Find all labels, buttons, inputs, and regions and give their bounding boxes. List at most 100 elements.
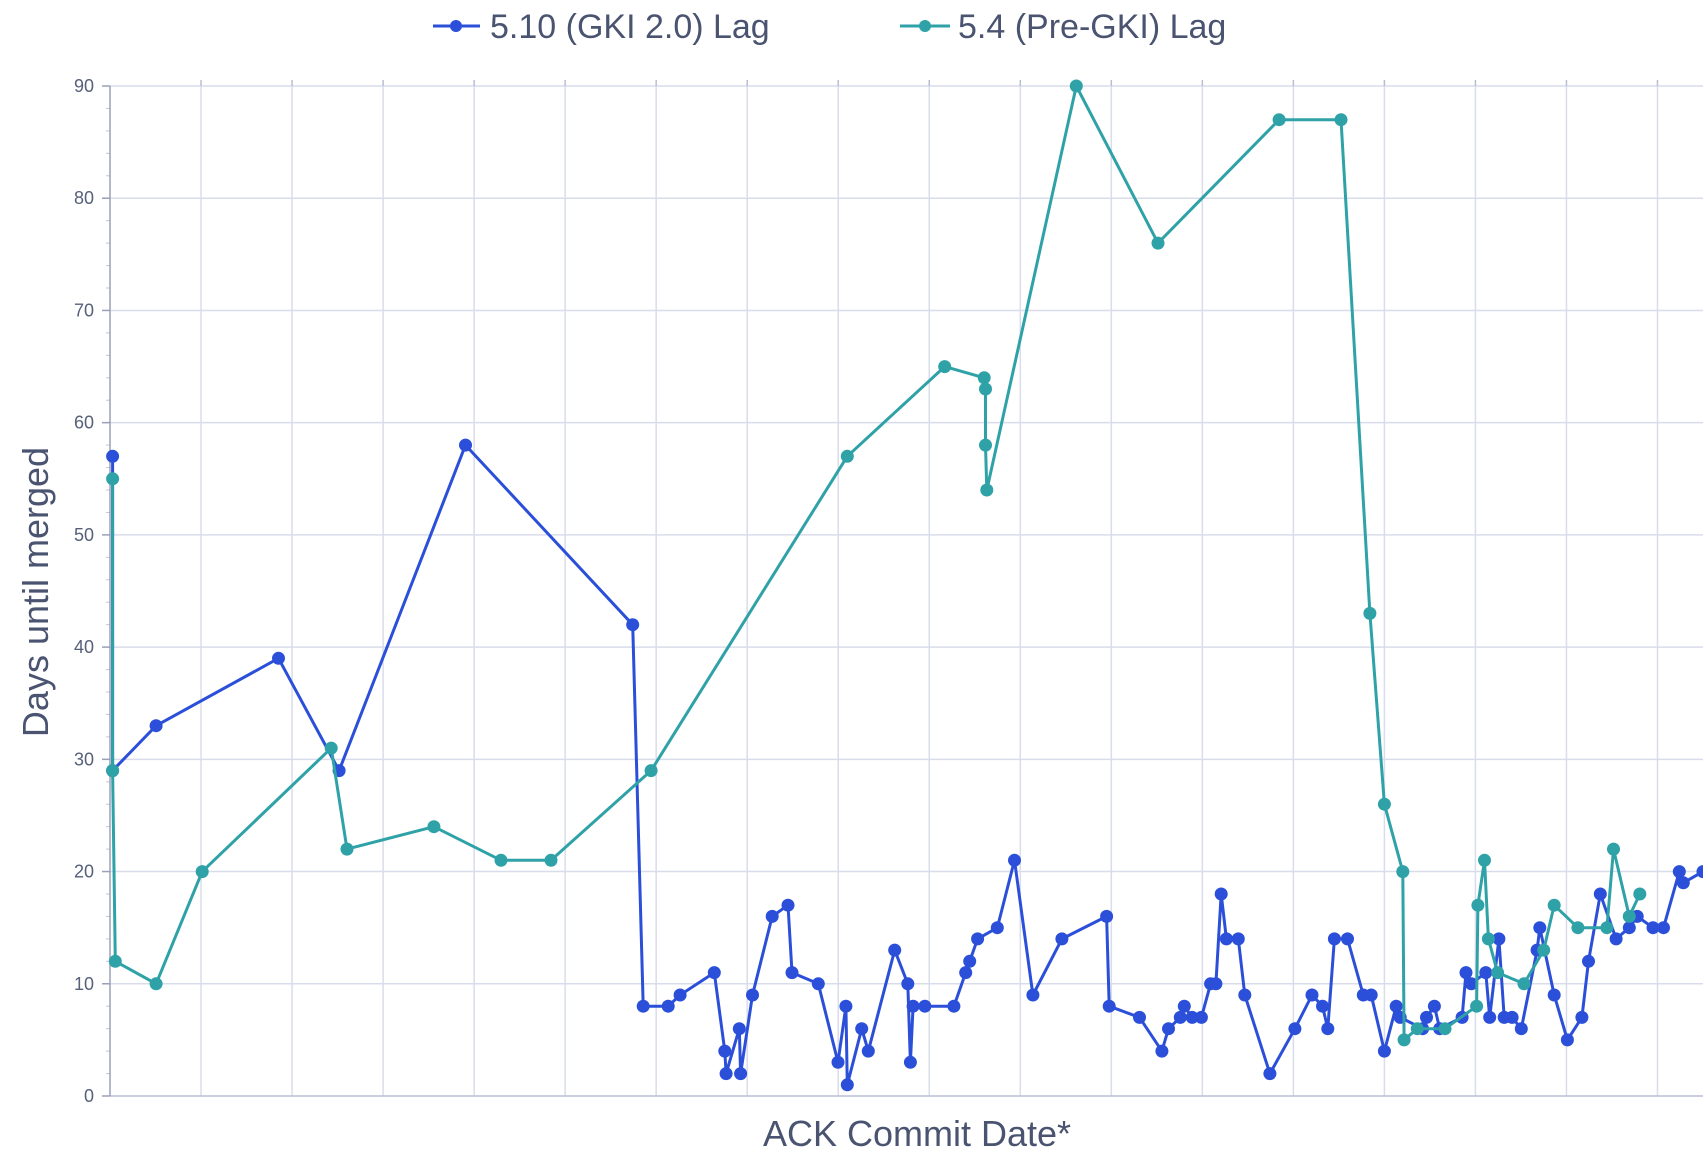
- data-point: [195, 865, 209, 879]
- data-point: [1582, 954, 1595, 968]
- series-line: [111, 84, 1642, 1042]
- data-point: [1492, 932, 1506, 946]
- data-point: [626, 618, 640, 632]
- data-point: [1055, 932, 1069, 946]
- data-point: [1100, 909, 1114, 923]
- data-point: [1609, 932, 1623, 946]
- axes: 0 10 20 30 40 50 60 70 80 90: [74, 76, 1659, 1106]
- data-point: [1155, 1044, 1169, 1058]
- data-point: [903, 1055, 917, 1069]
- data-point: [644, 764, 658, 778]
- data-point: [947, 999, 961, 1013]
- data-point: [732, 1022, 746, 1036]
- data-point: [1464, 977, 1478, 991]
- data-point: [1483, 1010, 1497, 1024]
- data-point: [106, 472, 120, 486]
- data-point: [781, 898, 795, 912]
- data-point: [1177, 999, 1191, 1013]
- data-point: [661, 999, 675, 1013]
- data-point: [918, 999, 932, 1013]
- data-point: [324, 741, 338, 755]
- data-point: [1547, 988, 1561, 1002]
- data-point: [1162, 1022, 1175, 1036]
- data-point: [718, 1044, 732, 1058]
- data-point: [1514, 1022, 1528, 1036]
- data-point: [1478, 853, 1491, 867]
- data-point: [1008, 853, 1021, 867]
- data-point: [1560, 1033, 1574, 1047]
- data-point: [959, 966, 973, 980]
- data-point: [1263, 1067, 1277, 1081]
- data-point: [1173, 1010, 1187, 1024]
- data-point: [1459, 966, 1473, 980]
- data-point: [1133, 1010, 1146, 1024]
- data-point: [1517, 977, 1531, 991]
- data-point: [272, 651, 285, 665]
- data-point: [340, 842, 354, 856]
- data-point: [1547, 898, 1561, 912]
- data-point: [746, 988, 759, 1002]
- data-point: [1377, 1044, 1391, 1058]
- data-point: [108, 954, 122, 968]
- data-point: [1288, 1022, 1302, 1036]
- data-point: [106, 449, 120, 463]
- x-axis-title: ACK Commit Date*: [763, 1113, 1071, 1153]
- data-point: [1396, 865, 1410, 879]
- data-point: [719, 1067, 733, 1081]
- y-tick-label: 70: [74, 300, 94, 320]
- data-point: [1505, 1010, 1519, 1024]
- data-point: [1389, 999, 1403, 1013]
- data-point: [1575, 1010, 1589, 1024]
- data-point: [106, 764, 120, 778]
- data-point: [906, 999, 920, 1013]
- data-point: [861, 1044, 875, 1058]
- data-point: [1334, 113, 1348, 127]
- data-point: [963, 954, 977, 968]
- data-point: [494, 853, 508, 867]
- data-point: [785, 966, 799, 980]
- data-point: [765, 909, 779, 923]
- data-point: [1657, 921, 1670, 935]
- grid: [110, 85, 1703, 1097]
- legend-marker-dot: [450, 20, 462, 32]
- data-point: [840, 449, 854, 463]
- data-point: [938, 360, 952, 374]
- data-point: [544, 853, 558, 867]
- data-point: [1571, 921, 1585, 935]
- data-point: [1593, 887, 1607, 901]
- data-point: [1696, 865, 1703, 879]
- data-point: [1341, 932, 1354, 946]
- series: [106, 79, 1703, 1092]
- y-tick-label: 80: [74, 188, 94, 208]
- data-point: [1646, 921, 1660, 935]
- data-point: [1363, 606, 1377, 620]
- legend-marker-dot: [919, 20, 931, 32]
- data-point: [1231, 932, 1245, 946]
- y-tick-label: 60: [74, 413, 94, 433]
- data-point: [1209, 977, 1223, 991]
- data-point: [1470, 999, 1484, 1013]
- data-point: [979, 382, 992, 396]
- data-point: [979, 438, 992, 452]
- data-point: [1026, 988, 1040, 1002]
- series-group: [106, 438, 1703, 1092]
- data-point: [1377, 797, 1391, 811]
- data-point: [1607, 842, 1620, 856]
- data-point: [1272, 113, 1286, 127]
- data-point: [1069, 79, 1083, 93]
- data-point: [707, 966, 721, 980]
- data-point: [1305, 988, 1319, 1002]
- data-point: [1397, 1033, 1411, 1047]
- data-point: [1420, 1010, 1433, 1024]
- data-point: [1321, 1022, 1335, 1036]
- data-point: [1238, 988, 1252, 1002]
- data-point: [1102, 999, 1116, 1013]
- y-tick-label: 50: [74, 525, 94, 545]
- y-tick-label: 10: [74, 974, 94, 994]
- y-axis-title: Days until merged: [15, 447, 56, 737]
- data-point: [1481, 932, 1495, 946]
- data-point: [673, 988, 687, 1002]
- data-point: [901, 977, 915, 991]
